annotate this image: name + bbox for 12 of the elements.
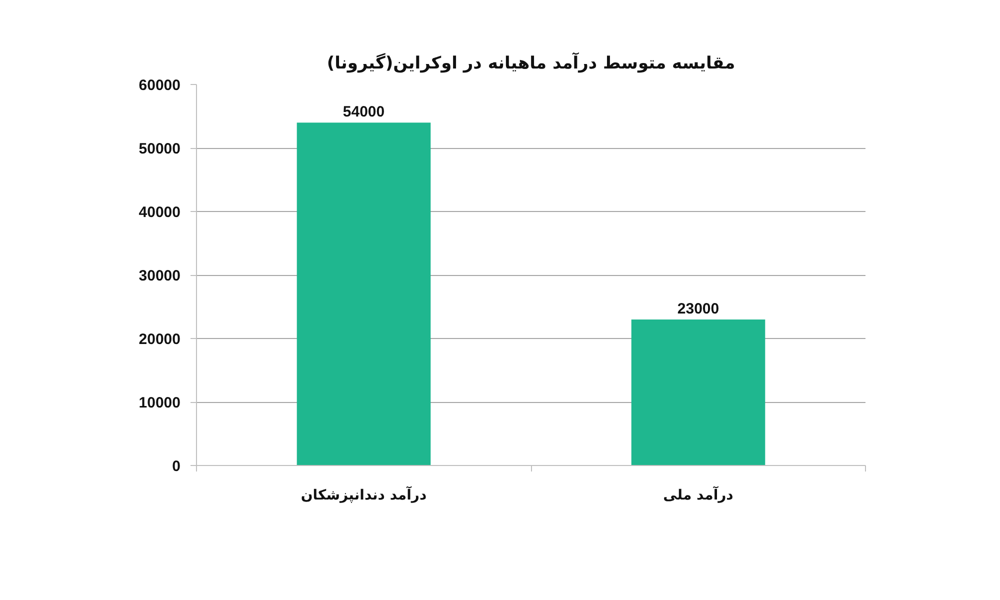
y-tick-label: 0 — [172, 458, 180, 475]
x-tick-label: درآمد ملی — [663, 486, 734, 504]
y-tick-label: 50000 — [138, 140, 181, 158]
y-tick-label: 10000 — [138, 394, 181, 412]
y-tick-label: 30000 — [138, 268, 181, 284]
data-label: 54000 — [342, 104, 385, 121]
chart-title: مقایسه متوسط درآمد ماهیانه در اوکراین(گیرونا) — [326, 52, 736, 74]
y-tick-label: 20000 — [138, 331, 181, 348]
data-label: 23000 — [677, 300, 720, 318]
x-tick-label: درآمد دندانپزشکان — [300, 486, 427, 504]
y-tick-label: 40000 — [138, 204, 181, 221]
y-tick-label: 60000 — [138, 77, 181, 94]
